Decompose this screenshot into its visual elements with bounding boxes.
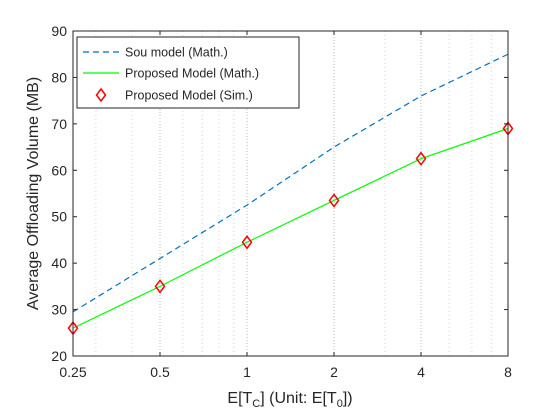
y-tick-label: 40: [51, 255, 67, 271]
legend-entry-proposed-sim: Proposed Model (Sim.): [125, 89, 253, 103]
series-1-line: [72, 127, 509, 329]
series-2-marker: [241, 235, 253, 250]
y-axis-label: Average Offloading Volume (MB): [25, 77, 42, 310]
legend: Sou model (Math.) Proposed Model (Math.)…: [76, 36, 300, 109]
y-tick-label: 20: [51, 348, 67, 364]
x-axis-label: E[TC] (Unit: E[T0]): [227, 390, 352, 410]
y-tick-label: 60: [51, 162, 67, 178]
series-layer: [67, 53, 514, 336]
y-tick-label: 80: [51, 69, 67, 85]
x-tick-label: 0.25: [59, 364, 86, 380]
plot-frame: [72, 30, 509, 357]
y-tick-label: 70: [51, 116, 67, 132]
legend-entry-proposed-math: Proposed Model (Math.): [125, 67, 259, 81]
x-axis-label-sub-c: C: [252, 398, 260, 410]
x-tick-label: 4: [417, 364, 425, 380]
legend-sample-proposed-sim: [95, 87, 107, 103]
series-2-marker: [328, 193, 340, 208]
y-tick-label: 30: [51, 302, 67, 318]
series-2-marker: [415, 151, 427, 166]
series-2-marker: [154, 279, 166, 294]
x-tick-label: 8: [504, 364, 512, 380]
x-tick-label: 2: [330, 364, 338, 380]
x-axis-label-sub-0: 0: [337, 398, 343, 410]
y-tick-label: 90: [51, 23, 67, 39]
y-tick-label: 50: [51, 209, 67, 225]
legend-entry-sou: Sou model (Math.): [125, 46, 228, 60]
ticks: 0.25 0.5 1 2 4 8 20 30 40 50 60 70 80 90: [51, 23, 512, 380]
series-0-line: [72, 53, 509, 313]
x-tick-label: 1: [243, 364, 251, 380]
x-tick-label: 0.5: [150, 364, 170, 380]
